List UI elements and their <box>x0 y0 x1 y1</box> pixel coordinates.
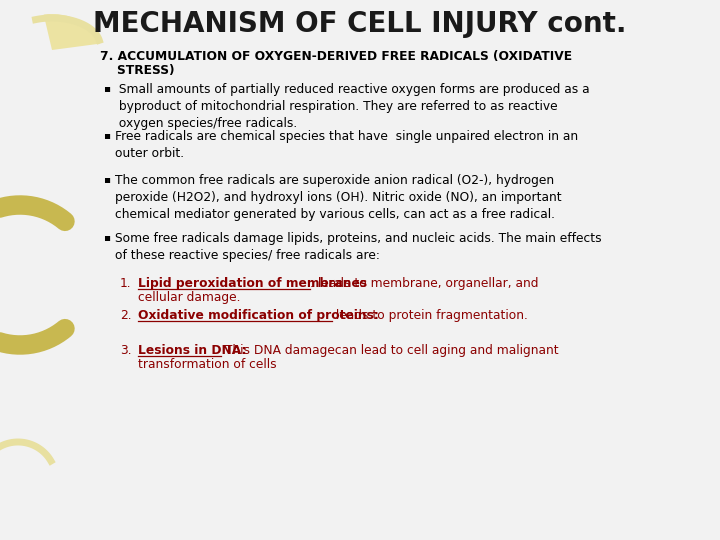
Text: leads to protein fragmentation.: leads to protein fragmentation. <box>332 309 528 322</box>
Text: ▪: ▪ <box>103 130 110 140</box>
Wedge shape <box>44 14 99 50</box>
Text: ▪: ▪ <box>103 174 110 184</box>
Text: 1.: 1. <box>120 277 132 290</box>
Text: The common free radicals are superoxide anion radical (O2-), hydrogen
peroxide (: The common free radicals are superoxide … <box>115 174 562 221</box>
Text: Some free radicals damage lipids, proteins, and nucleic acids. The main effects
: Some free radicals damage lipids, protei… <box>115 232 602 262</box>
Text: 7. ACCUMULATION OF OXYGEN-DERIVED FREE RADICALS (OXIDATIVE: 7. ACCUMULATION OF OXYGEN-DERIVED FREE R… <box>100 50 572 63</box>
Text: Lesions in DNA:: Lesions in DNA: <box>138 344 246 357</box>
Text: Oxidative modification of proteins:: Oxidative modification of proteins: <box>138 309 379 322</box>
Text: STRESS): STRESS) <box>100 64 174 77</box>
Text: : leads to membrane, organellar, and: : leads to membrane, organellar, and <box>310 277 539 290</box>
Text: cellular damage.: cellular damage. <box>138 291 240 304</box>
Text: Free radicals are chemical species that have  single unpaired electron in an
out: Free radicals are chemical species that … <box>115 130 578 160</box>
Text: transformation of cells: transformation of cells <box>138 358 276 371</box>
Text: Lipid peroxidation of membranes: Lipid peroxidation of membranes <box>138 277 367 290</box>
Text: MECHANISM OF CELL INJURY cont.: MECHANISM OF CELL INJURY cont. <box>94 10 626 38</box>
Text: This DNA damagecan lead to cell aging and malignant: This DNA damagecan lead to cell aging an… <box>221 344 559 357</box>
Text: ▪: ▪ <box>103 83 110 93</box>
Text: Small amounts of partially reduced reactive oxygen forms are produced as a
 bypr: Small amounts of partially reduced react… <box>115 83 590 130</box>
Text: 3.: 3. <box>120 344 132 357</box>
Text: ▪: ▪ <box>103 232 110 242</box>
Text: 2.: 2. <box>120 309 132 322</box>
